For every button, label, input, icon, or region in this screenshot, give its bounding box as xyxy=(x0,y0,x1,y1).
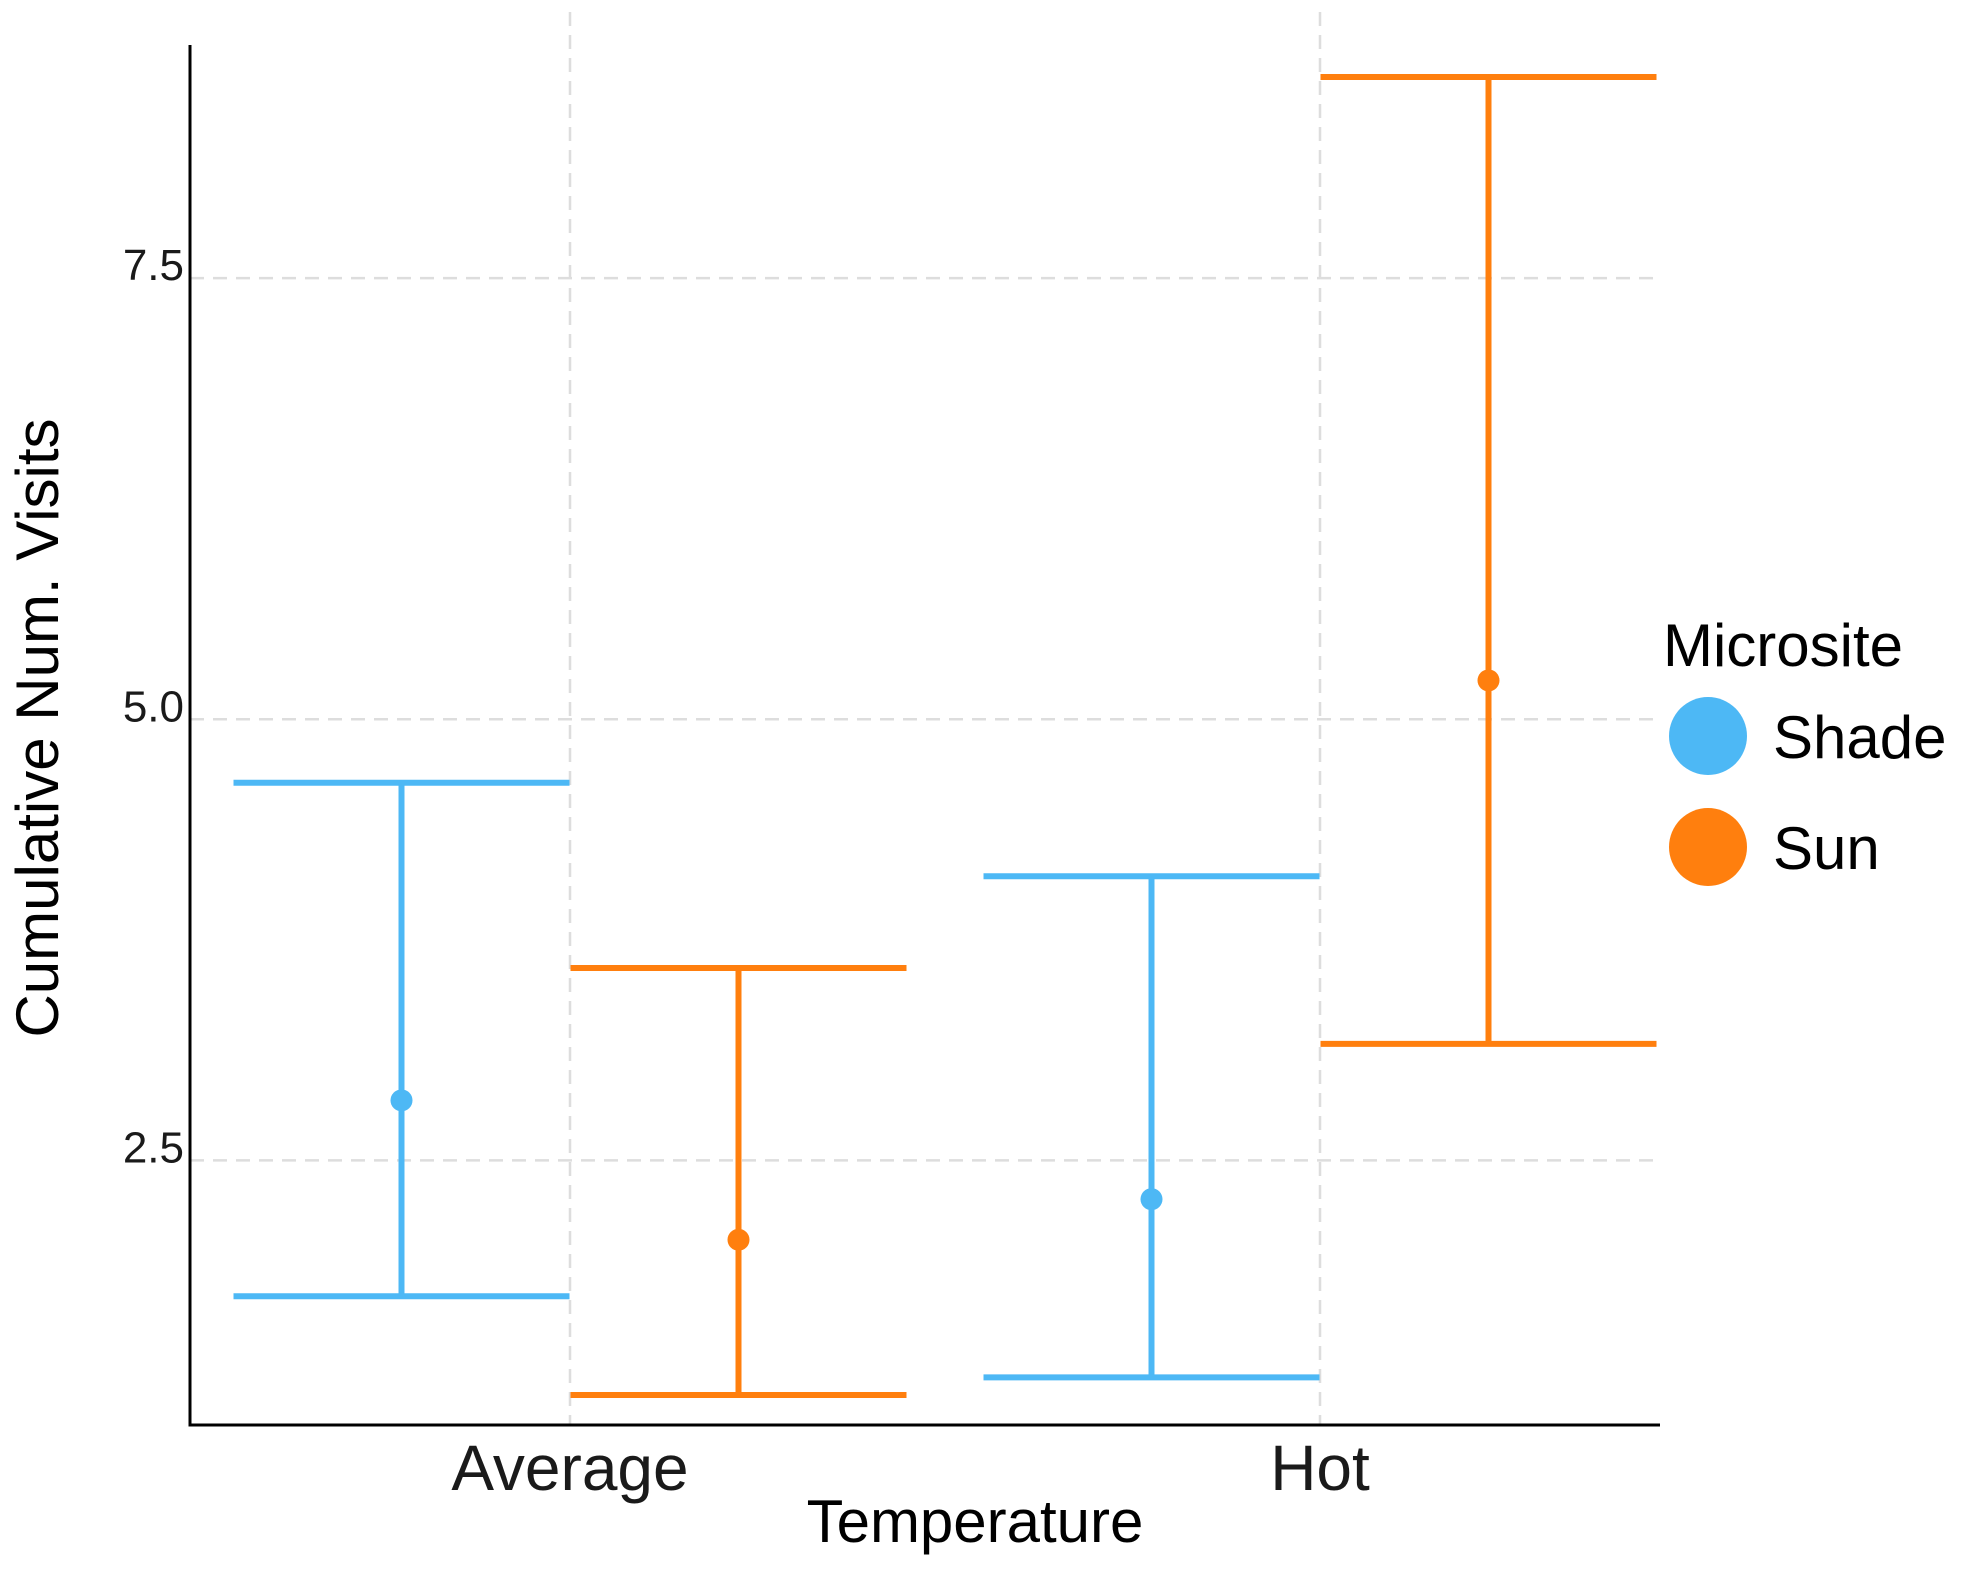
error-bar xyxy=(233,779,570,1300)
y-tick-label: 7.5 xyxy=(123,241,184,290)
legend-swatch xyxy=(1669,697,1747,775)
legend-title: Microsite xyxy=(1663,612,1903,679)
error-bars xyxy=(233,74,1657,1399)
axes xyxy=(188,45,1660,1427)
legend-item: Shade xyxy=(1669,697,1947,775)
legend-label: Sun xyxy=(1773,815,1880,882)
legend: Microsite Shade Sun xyxy=(1663,612,1947,886)
error-bar xyxy=(1320,74,1657,1047)
data-point xyxy=(1477,669,1500,692)
data-point xyxy=(390,1089,413,1112)
error-bar xyxy=(983,873,1320,1381)
legend-label: Shade xyxy=(1773,704,1947,771)
data-point xyxy=(1140,1188,1163,1211)
y-tick-labels: 2.5 5.0 7.5 xyxy=(123,241,184,1172)
legend-swatch xyxy=(1669,808,1747,886)
legend-items: Shade Sun xyxy=(1669,697,1947,886)
legend-item: Sun xyxy=(1669,808,1880,886)
grid-lines xyxy=(190,12,1660,1425)
x-axis-title: Temperature xyxy=(807,1488,1144,1555)
x-tick-labels: Average Hot xyxy=(451,1432,1370,1504)
y-axis-title: Cumulative Num. Visits xyxy=(4,418,71,1037)
x-tick-label: Average xyxy=(451,1432,688,1504)
data-point xyxy=(727,1228,750,1251)
x-tick-label: Hot xyxy=(1270,1432,1370,1504)
error-bar xyxy=(570,965,907,1399)
y-tick-label: 2.5 xyxy=(123,1123,184,1172)
y-tick-label: 5.0 xyxy=(123,682,184,731)
